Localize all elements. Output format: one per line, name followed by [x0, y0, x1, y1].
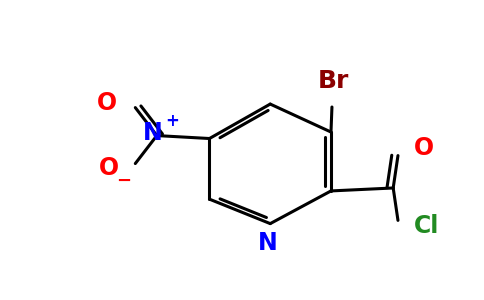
Text: O: O — [96, 91, 117, 115]
Text: N: N — [143, 121, 163, 145]
Text: Cl: Cl — [414, 214, 439, 238]
Text: −: − — [116, 172, 131, 190]
Text: O: O — [99, 156, 119, 180]
Text: N: N — [258, 231, 278, 255]
Text: Br: Br — [318, 68, 349, 92]
Text: O: O — [414, 136, 434, 160]
Text: +: + — [166, 112, 180, 130]
